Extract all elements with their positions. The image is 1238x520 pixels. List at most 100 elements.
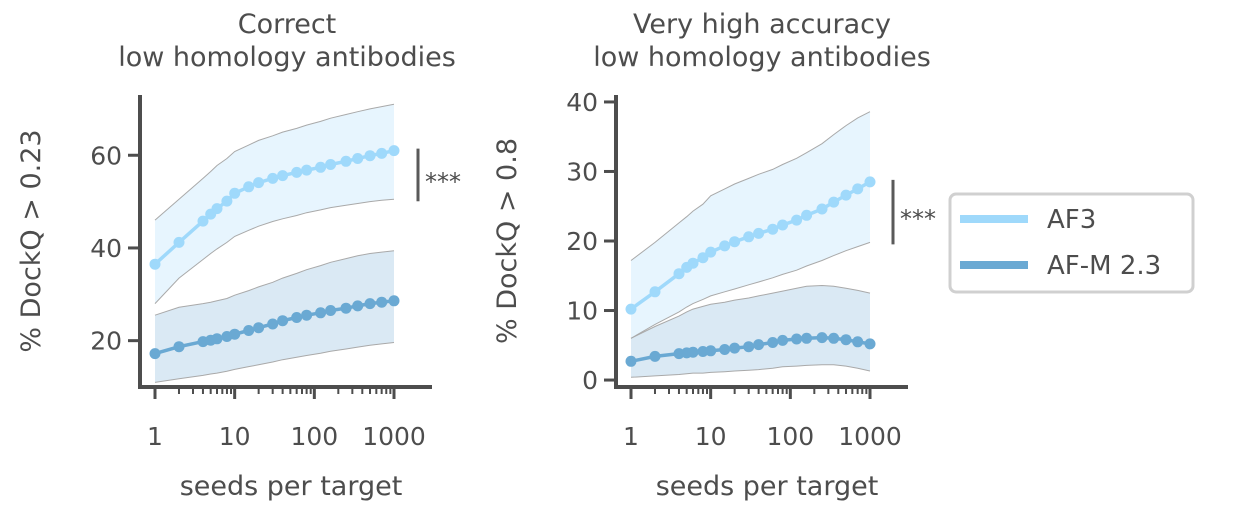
- band-lower-edge: [154, 198, 395, 304]
- legend-label: AF-M 2.3: [1047, 251, 1161, 281]
- data-point: [864, 176, 876, 188]
- y-axis-label: % DockQ > 0.8: [492, 138, 523, 344]
- band-lower-edge: [630, 241, 871, 339]
- x-tick-label: 100: [766, 422, 814, 451]
- x-tick-label: 1000: [362, 422, 426, 451]
- band-upper-edge: [154, 103, 395, 221]
- data-point: [277, 315, 289, 327]
- data-point: [753, 339, 765, 351]
- data-point: [340, 302, 352, 314]
- data-point: [173, 236, 185, 248]
- data-point: [625, 355, 637, 367]
- data-point: [267, 172, 279, 184]
- data-point: [767, 223, 779, 235]
- x-tick-label: 100: [290, 422, 338, 451]
- data-point: [864, 338, 876, 350]
- band-lower-edge: [154, 342, 395, 383]
- data-point: [315, 161, 327, 173]
- significance-label: ***: [900, 205, 936, 233]
- band-lower-edge: [630, 364, 871, 378]
- x-tick-label: 10: [219, 422, 251, 451]
- confidence-band: [631, 111, 870, 339]
- band-upper-edge: [630, 111, 871, 261]
- data-point: [743, 341, 755, 353]
- y-tick-label: 20: [566, 227, 598, 256]
- band-upper-edge: [154, 250, 395, 316]
- chart-title: low homology antibodies: [593, 42, 931, 73]
- data-point: [149, 348, 161, 360]
- data-point: [301, 164, 313, 176]
- y-tick-label: 30: [566, 157, 598, 186]
- y-tick-label: 60: [90, 141, 122, 170]
- data-point: [719, 240, 731, 252]
- data-point: [840, 334, 852, 346]
- confidence-band: [155, 250, 394, 383]
- data-point: [388, 145, 400, 157]
- data-point: [705, 345, 717, 357]
- data-point: [364, 298, 376, 310]
- y-tick-label: 40: [566, 88, 598, 117]
- data-point: [687, 346, 699, 358]
- data-point: [777, 219, 789, 231]
- data-point: [729, 236, 741, 248]
- data-point: [840, 189, 852, 201]
- data-point: [705, 246, 717, 258]
- data-point: [376, 147, 388, 159]
- chart-title: low homology antibodies: [118, 42, 456, 73]
- data-point: [767, 337, 779, 348]
- data-point: [743, 231, 755, 243]
- data-point: [801, 332, 813, 344]
- y-tick-label: 0: [582, 366, 598, 395]
- data-point: [801, 209, 813, 221]
- y-axis-label: % DockQ > 0.23: [16, 129, 47, 352]
- data-point: [697, 252, 709, 264]
- data-point: [173, 341, 185, 353]
- data-point: [211, 333, 223, 345]
- data-point: [277, 170, 289, 182]
- legend-label: AF3: [1047, 205, 1096, 235]
- x-tick-label: 1: [623, 422, 639, 451]
- x-axis-label: seeds per target: [180, 471, 403, 502]
- data-point: [828, 332, 840, 344]
- data-point: [352, 300, 364, 312]
- data-point: [625, 303, 637, 315]
- band-upper-edge: [630, 284, 871, 339]
- data-point: [729, 342, 741, 354]
- data-point: [301, 309, 313, 321]
- data-point: [791, 214, 803, 226]
- data-point: [243, 325, 255, 336]
- data-point: [852, 183, 864, 195]
- data-point: [211, 203, 223, 215]
- x-axis-label: seeds per target: [656, 471, 879, 502]
- data-point: [649, 350, 661, 362]
- data-point: [267, 318, 279, 330]
- data-point: [229, 328, 241, 340]
- data-point: [852, 336, 864, 348]
- data-point: [253, 177, 265, 189]
- y-tick-label: 40: [90, 234, 122, 263]
- data-point: [816, 203, 828, 215]
- x-tick-label: 1: [147, 422, 163, 451]
- data-point: [816, 332, 828, 344]
- significance-label: ***: [425, 168, 461, 196]
- data-point: [197, 215, 209, 227]
- data-point: [149, 258, 161, 270]
- y-tick-label: 10: [566, 297, 598, 326]
- data-point: [828, 196, 840, 208]
- data-point: [649, 286, 661, 298]
- data-point: [364, 150, 376, 162]
- data-point: [687, 257, 699, 269]
- data-point: [673, 268, 685, 280]
- chart-title: Correct: [238, 9, 337, 40]
- data-point: [291, 166, 303, 178]
- data-point: [340, 155, 352, 167]
- data-point: [753, 227, 765, 239]
- x-tick-label: 1000: [838, 422, 902, 451]
- data-point: [388, 295, 400, 307]
- legend: AF3 AF-M 2.3: [948, 192, 1195, 294]
- y-tick-label: 20: [90, 327, 122, 356]
- data-point: [791, 333, 803, 345]
- data-point: [325, 305, 337, 316]
